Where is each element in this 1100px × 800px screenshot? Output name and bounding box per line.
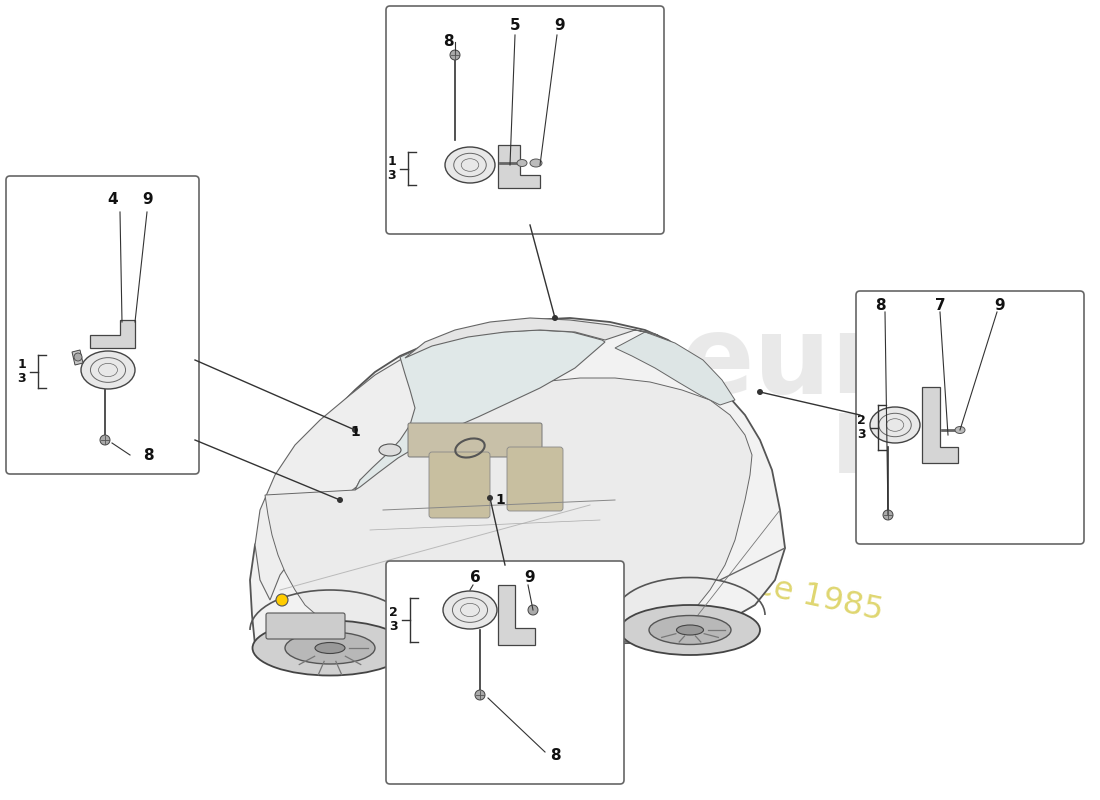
Ellipse shape bbox=[253, 621, 407, 675]
Ellipse shape bbox=[649, 615, 732, 645]
Ellipse shape bbox=[870, 407, 920, 443]
FancyBboxPatch shape bbox=[386, 561, 624, 784]
Circle shape bbox=[276, 594, 288, 606]
Ellipse shape bbox=[315, 642, 345, 654]
FancyBboxPatch shape bbox=[429, 452, 490, 518]
Circle shape bbox=[528, 605, 538, 615]
FancyBboxPatch shape bbox=[507, 447, 563, 511]
Text: 2: 2 bbox=[389, 606, 398, 619]
Polygon shape bbox=[72, 350, 82, 365]
Ellipse shape bbox=[443, 591, 497, 629]
Ellipse shape bbox=[955, 426, 965, 434]
Polygon shape bbox=[90, 320, 135, 348]
Circle shape bbox=[883, 510, 893, 520]
Text: euro: euro bbox=[680, 310, 958, 416]
Circle shape bbox=[475, 690, 485, 700]
Circle shape bbox=[352, 427, 358, 433]
Polygon shape bbox=[498, 145, 540, 188]
FancyBboxPatch shape bbox=[856, 291, 1084, 544]
Ellipse shape bbox=[379, 444, 401, 456]
Circle shape bbox=[74, 353, 82, 361]
FancyBboxPatch shape bbox=[6, 176, 199, 474]
Text: 1: 1 bbox=[350, 425, 360, 439]
Circle shape bbox=[487, 495, 493, 501]
Text: 3: 3 bbox=[18, 372, 26, 385]
FancyBboxPatch shape bbox=[266, 613, 345, 639]
Text: 5: 5 bbox=[509, 18, 520, 33]
Text: 6: 6 bbox=[470, 570, 481, 585]
Polygon shape bbox=[922, 387, 958, 463]
Polygon shape bbox=[355, 330, 605, 490]
Text: 9: 9 bbox=[554, 18, 565, 33]
Text: 3: 3 bbox=[857, 428, 866, 441]
Text: 8: 8 bbox=[874, 298, 886, 313]
Circle shape bbox=[100, 435, 110, 445]
Polygon shape bbox=[265, 378, 752, 647]
Ellipse shape bbox=[620, 605, 760, 655]
Ellipse shape bbox=[517, 159, 527, 166]
Text: 7: 7 bbox=[935, 298, 945, 313]
Text: 1: 1 bbox=[495, 493, 505, 507]
Polygon shape bbox=[250, 318, 785, 650]
FancyBboxPatch shape bbox=[408, 423, 542, 457]
Ellipse shape bbox=[530, 159, 542, 167]
Text: 1: 1 bbox=[387, 155, 396, 168]
Text: 9: 9 bbox=[143, 193, 153, 207]
Text: 8: 8 bbox=[143, 447, 153, 462]
Circle shape bbox=[337, 497, 343, 503]
Text: 8: 8 bbox=[442, 34, 453, 50]
Polygon shape bbox=[405, 318, 658, 358]
Text: 9: 9 bbox=[994, 298, 1005, 313]
Text: 8: 8 bbox=[550, 747, 560, 762]
Polygon shape bbox=[615, 332, 735, 405]
Ellipse shape bbox=[676, 625, 704, 635]
Text: 9: 9 bbox=[525, 570, 536, 585]
Text: 2: 2 bbox=[857, 414, 866, 427]
FancyBboxPatch shape bbox=[386, 6, 664, 234]
Polygon shape bbox=[498, 585, 535, 645]
Text: for parts since 1985: for parts since 1985 bbox=[565, 530, 886, 627]
Ellipse shape bbox=[285, 632, 375, 664]
Ellipse shape bbox=[446, 147, 495, 183]
Text: 3: 3 bbox=[387, 169, 396, 182]
Ellipse shape bbox=[81, 351, 135, 389]
Text: 4: 4 bbox=[108, 193, 119, 207]
Circle shape bbox=[757, 389, 763, 395]
Circle shape bbox=[552, 315, 558, 321]
Polygon shape bbox=[255, 332, 600, 600]
Text: res: res bbox=[830, 390, 1022, 496]
Text: 3: 3 bbox=[389, 621, 398, 634]
Circle shape bbox=[450, 50, 460, 60]
Text: a passion: a passion bbox=[590, 490, 764, 559]
Text: 1: 1 bbox=[18, 358, 26, 371]
